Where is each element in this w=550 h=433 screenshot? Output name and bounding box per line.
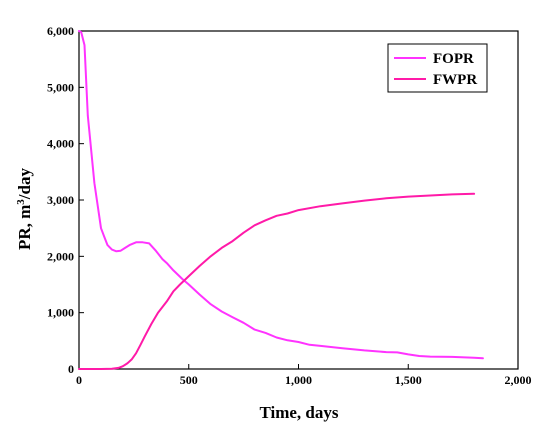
axis-ticks: 0 500 1,000 1,500 2,000 0 1,000 2,000 3,000 4,000…: [47, 24, 532, 387]
y-tick-label: 3,000: [47, 193, 74, 207]
legend-label-fopr: FOPR: [433, 51, 474, 67]
legend-box: [387, 43, 488, 93]
series-lines: [78, 30, 484, 370]
y-tick-label: 0: [68, 362, 74, 376]
y-axis-title-superscript: 3: [15, 199, 27, 205]
y-tick-label: 2,000: [47, 249, 74, 263]
legend-label-fwpr: FWPR: [433, 72, 477, 88]
x-tick-label: 1,500: [395, 373, 422, 387]
y-tick-label: 4,000: [47, 137, 74, 151]
y-tick-label: 1,000: [47, 306, 74, 320]
x-tick-label: 500: [180, 373, 198, 387]
y-tick-label: 5,000: [47, 80, 74, 94]
series-line-fwpr: [78, 192, 476, 370]
y-axis-title-tail: /day: [15, 168, 34, 201]
x-axis-title: Time, days: [259, 403, 338, 422]
y-axis-title-main: PR, m: [15, 205, 34, 250]
x-tick-label: 1,000: [285, 373, 312, 387]
y-axis-title: PR, m3/day: [15, 168, 34, 251]
x-tick-label: 0: [76, 373, 82, 387]
series-line-fopr: [78, 30, 484, 360]
y-tick-label: 6,000: [47, 24, 74, 38]
legend: FOPR FWPR: [387, 43, 488, 93]
x-tick-label: 2,000: [505, 373, 532, 387]
